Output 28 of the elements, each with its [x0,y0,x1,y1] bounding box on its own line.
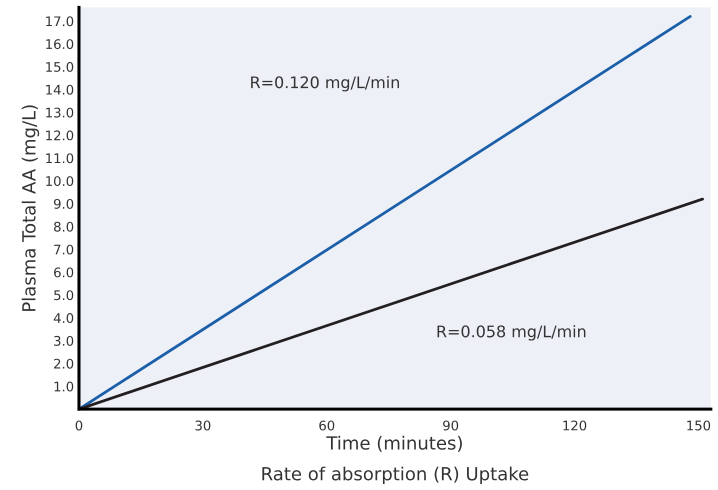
y-tick-label: 17.0 [46,16,74,26]
y-tick-label: 11.0 [46,153,74,164]
y-tick-label: 10.0 [46,176,74,186]
y-tick-label: 3.0 [54,336,74,346]
x-tick-label: 0 [76,420,82,430]
y-tick-label: 4.0 [54,313,74,324]
x-tick-label: 90 [443,420,458,430]
y-axis-title: Plasma Total AA (mg/L) [22,105,40,311]
annotation: R=0.058 mg/L/min [438,325,586,341]
x-tick-label: 120 [563,420,586,430]
y-tick-label: 2.0 [54,358,74,369]
x-axis-title: Time (minutes) [326,436,462,452]
y-tick-label: 12.0 [46,130,74,140]
y-tick-label: 16.0 [46,39,74,50]
y-tick-label: 7.0 [54,244,74,255]
y-tick-label: 1.0 [54,382,74,392]
y-tick-label: 8.0 [54,222,74,232]
annotation: R=0.120 mg/L/min [251,76,399,92]
y-tick-label: 5.0 [54,290,74,300]
y-tick-label: 14.0 [46,84,74,95]
y-tick-label: 9.0 [54,198,74,209]
x-tick-label: 60 [319,420,334,430]
y-tick-label: 13.0 [46,108,74,118]
y-tick-label: 6.0 [54,267,74,278]
x-tick-label: 150 [687,420,710,430]
text: Rate of absorption (R) Uptake [262,466,528,484]
y-tick-label: 15.0 [46,62,74,72]
x-tick-label: 30 [195,420,210,430]
